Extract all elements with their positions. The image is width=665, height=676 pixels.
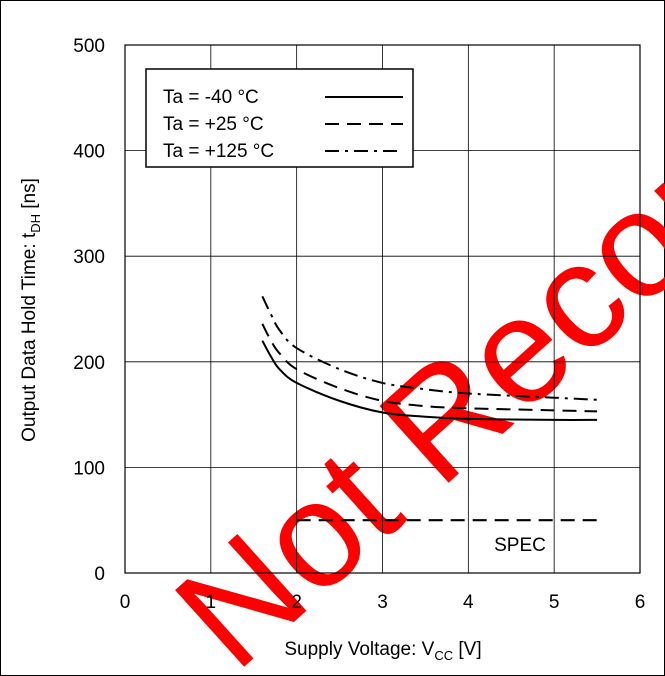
legend-label-2: Ta = +25 °C	[163, 114, 264, 135]
x-tick-label: 0	[120, 592, 131, 613]
spec-line: SPEC	[296, 519, 598, 556]
x-axis-label: Supply Voltage: VCC [V]	[284, 639, 481, 663]
y-tick-label: 0	[94, 564, 105, 585]
x-tick-label: 1	[206, 592, 217, 613]
y-tick-label: 200	[73, 353, 105, 374]
x-tick-label: 4	[463, 592, 474, 613]
series-lines	[261, 295, 598, 421]
y-tick-label: 100	[73, 458, 105, 479]
spec-label: SPEC	[494, 535, 546, 556]
series-line-2	[261, 323, 598, 413]
y-tick-label: 400	[73, 142, 105, 163]
plot-border	[124, 44, 641, 574]
legend-label-3: Ta = +125 °C	[163, 141, 274, 162]
series-line-1	[261, 340, 598, 421]
y-axis-label: Output Data Hold Time: tDH [ns]	[19, 178, 43, 442]
x-tick-label: 6	[635, 592, 646, 613]
x-tick-labels: 0 1 2 3 4 5 6	[120, 592, 646, 613]
y-tick-label: 500	[73, 36, 105, 57]
legend: Ta = -40 °C Ta = +25 °C Ta = +125 °C	[145, 68, 414, 168]
series-line-3	[261, 295, 598, 401]
legend-box	[145, 68, 414, 168]
y-tick-labels: 0 100 200 300 400 500	[73, 36, 105, 585]
y-tick-label: 300	[73, 247, 105, 268]
x-tick-label: 2	[291, 592, 302, 613]
x-tick-label: 5	[549, 592, 560, 613]
legend-label-1: Ta = -40 °C	[163, 87, 259, 108]
x-tick-label: 3	[377, 592, 388, 613]
